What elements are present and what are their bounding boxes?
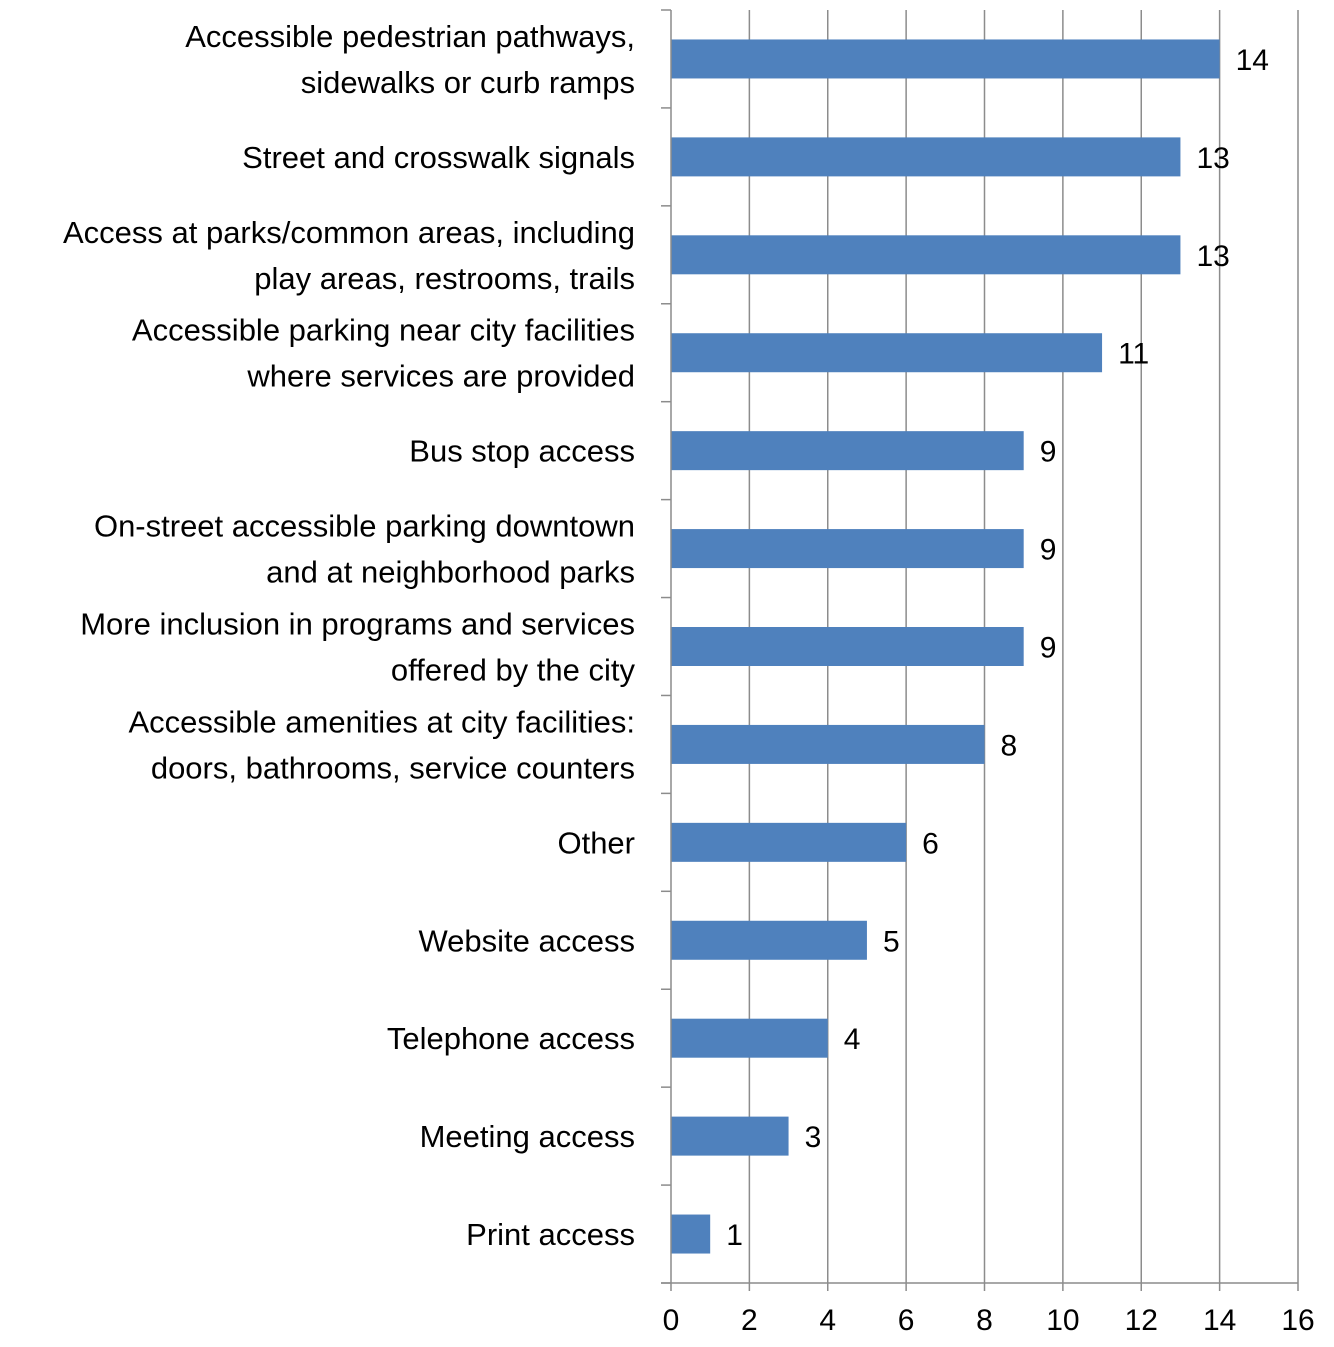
data-label: 9 [1040,534,1057,567]
bar [671,235,1181,275]
data-label: 3 [805,1121,822,1154]
category-label-line: More inclusion in programs and services [80,607,635,642]
data-label: 1 [726,1219,743,1252]
category-label: On-street accessible parking downtown and… [94,509,635,590]
x-tick-label: 2 [741,1304,758,1337]
bar [671,431,1024,471]
data-label: 13 [1196,240,1229,273]
category-label: Street and crosswalk signals [242,140,635,175]
x-tick-label: 14 [1203,1304,1236,1337]
bar [671,39,1220,79]
category-labels: Accessible pedestrian pathways, sidewalks… [63,19,636,1252]
category-label: Print access [466,1217,635,1252]
category-label-line: sidewalks or curb ramps [301,65,635,100]
data-label: 13 [1196,142,1229,175]
x-tick-label: 4 [819,1304,836,1337]
x-tick-label: 10 [1046,1304,1079,1337]
bar [671,627,1024,666]
axes [661,9,1298,1291]
category-label: Website access [418,923,635,958]
data-label: 14 [1236,44,1269,77]
category-label: More inclusion in programs and services o… [80,607,635,688]
category-label: Telephone access [387,1021,635,1056]
category-label: Accessible amenities at city facilities:… [128,704,635,785]
bar [671,1018,828,1058]
category-label-line: Print access [466,1217,635,1252]
category-label-line: On-street accessible parking downtown [94,509,635,544]
data-label: 6 [922,827,939,860]
data-label: 9 [1040,632,1057,665]
category-label-line: Access at parks/common areas, including [63,215,635,250]
data-label: 5 [883,925,900,958]
category-label-line: and at neighborhood parks [266,555,635,590]
data-label: 9 [1040,436,1057,469]
bar [671,1116,789,1156]
category-label: Meeting access [420,1119,635,1154]
category-label: Accessible parking near city facilities w… [132,313,635,394]
data-labels: 14 13 13 11 9 9 9 8 6 5 4 3 1 [726,44,1269,1252]
bar [671,137,1181,177]
x-tick-label: 8 [976,1304,993,1337]
category-label-line: Meeting access [420,1119,635,1154]
category-label-line: Accessible pedestrian pathways, [185,19,635,54]
category-label: Bus stop access [409,434,635,469]
x-tick-label: 12 [1125,1304,1158,1337]
data-label: 11 [1118,338,1149,371]
category-label: Accessible pedestrian pathways, sidewalks… [185,19,635,100]
data-label: 4 [844,1023,861,1056]
bar [671,333,1103,373]
x-tick-label: 6 [898,1304,915,1337]
category-label: Access at parks/common areas, including p… [63,215,635,296]
category-label-line: Accessible amenities at city facilities: [128,704,635,739]
x-tick-label: 0 [663,1304,680,1337]
category-label: Other [557,825,635,860]
bars [671,39,1220,1254]
category-label-line: Accessible parking near city facilities [132,313,635,348]
bar [671,920,867,960]
category-label-line: Other [557,825,635,860]
bar [671,822,907,862]
x-tick-label: 16 [1281,1304,1314,1337]
x-tick-labels: 0 2 4 6 8 10 12 14 16 [663,1304,1315,1337]
category-label-line: where services are provided [246,359,635,394]
category-label-line: Bus stop access [409,434,635,469]
bar [671,1214,711,1254]
category-label-line: Street and crosswalk signals [242,140,635,175]
bar [671,724,985,764]
category-label-line: play areas, restrooms, trails [254,261,635,296]
bar [671,529,1024,569]
category-label-line: Telephone access [387,1021,635,1056]
category-label-line: doors, bathrooms, service counters [151,750,635,785]
data-label: 8 [1001,729,1018,762]
category-label-line: offered by the city [391,653,636,688]
category-label-line: Website access [418,923,635,958]
